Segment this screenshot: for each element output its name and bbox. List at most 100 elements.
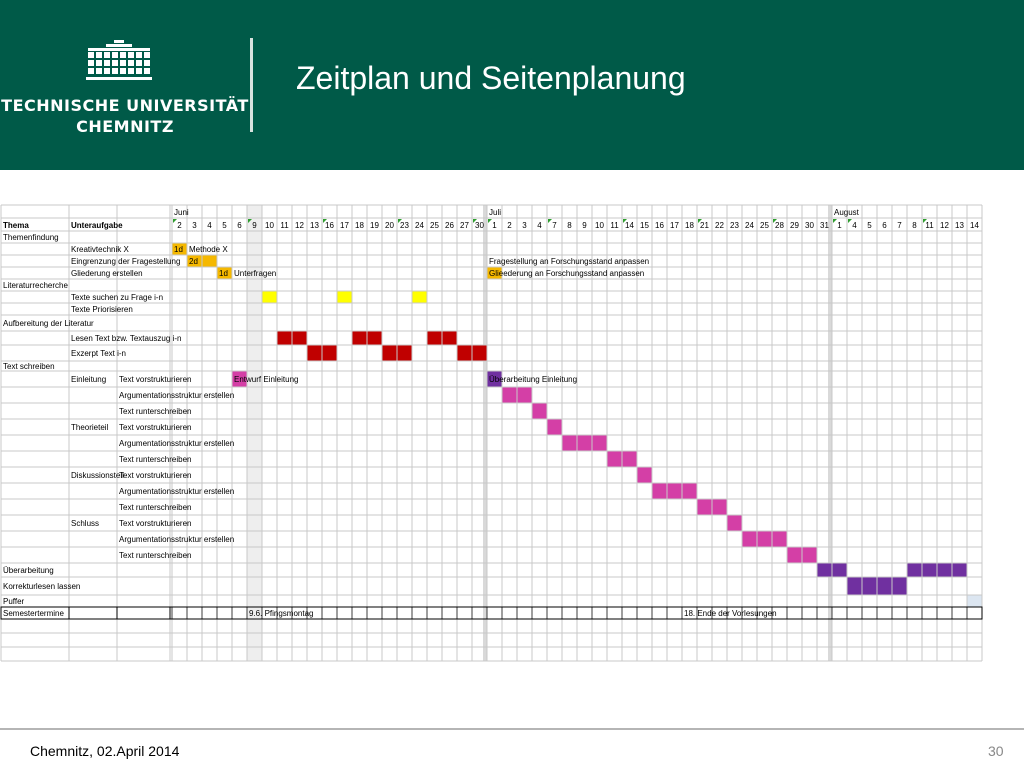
cell-comment-marker	[473, 219, 477, 223]
day-label: 10	[595, 221, 604, 230]
bar-annotation: 1d	[219, 269, 228, 278]
cell-comment-marker	[323, 219, 327, 223]
row-thema-label: Korrekturlesen lassen	[3, 582, 80, 591]
row-thema-label: Literaturrecherche	[3, 281, 68, 290]
day-label: 14	[970, 221, 979, 230]
cell-comment-marker	[548, 219, 552, 223]
day-label: 12	[940, 221, 949, 230]
day-label: 4	[537, 221, 542, 230]
semester-row-border	[0, 606, 983, 620]
day-label: 4	[852, 221, 857, 230]
university-building-icon	[86, 40, 152, 80]
day-label: 13	[310, 221, 319, 230]
day-label: 29	[790, 221, 799, 230]
day-label: 24	[745, 221, 754, 230]
row-detail-label: Argumentationsstruktur erstellen	[119, 535, 234, 544]
cell-comment-marker	[698, 219, 702, 223]
day-label: 24	[415, 221, 424, 230]
day-label: 12	[295, 221, 304, 230]
row-thema-label: Aufbereitung der Literatur	[3, 319, 94, 328]
month-label: August	[834, 208, 860, 217]
task-bar	[232, 371, 247, 387]
day-label: 20	[385, 221, 394, 230]
day-label: 30	[805, 221, 814, 230]
row-subtask-label: Theorieteil	[71, 423, 109, 432]
task-bar	[217, 267, 232, 279]
row-detail-label: Text runterschreiben	[119, 455, 191, 464]
day-label: 14	[625, 221, 634, 230]
bar-annotation: 9.6. Pfingsmontag	[249, 609, 313, 618]
row-subtask-label: Schluss	[71, 519, 99, 528]
row-detail-label: Text runterschreiben	[119, 503, 191, 512]
task-bar	[562, 435, 607, 451]
task-bar	[967, 595, 982, 607]
day-label: 25	[760, 221, 769, 230]
day-label: 11	[610, 221, 619, 230]
row-subtask-label: Eingrenzung der Fragestellung	[71, 257, 180, 266]
footer-divider	[0, 728, 1024, 730]
day-label: 9	[252, 221, 257, 230]
row-detail-label: Argumentationsstruktur erstellen	[119, 439, 234, 448]
month-label: Juni	[174, 208, 189, 217]
cell-comment-marker	[773, 219, 777, 223]
day-label: 30	[475, 221, 484, 230]
day-label: 17	[670, 221, 679, 230]
row-subtask-label: Lesen Text bzw. Textauszug i-n	[71, 334, 181, 343]
cell-comment-marker	[398, 219, 402, 223]
day-label: 26	[445, 221, 454, 230]
day-label: 16	[325, 221, 334, 230]
day-label: 2	[507, 221, 512, 230]
day-label: 16	[655, 221, 664, 230]
day-label: 6	[882, 221, 887, 230]
day-label: 11	[925, 221, 934, 230]
day-label: 22	[715, 221, 724, 230]
bar-annotation: 1d	[174, 245, 183, 254]
page-number: 30	[988, 743, 1004, 759]
day-label: 18	[355, 221, 364, 230]
day-label: 13	[955, 221, 964, 230]
row-detail-label: Argumentationsstruktur erstellen	[119, 391, 234, 400]
day-label: 6	[237, 221, 242, 230]
university-name-line2: CHEMNITZ	[76, 117, 174, 136]
day-label: 7	[552, 221, 557, 230]
day-label: 11	[280, 221, 289, 230]
row-thema-label: Überarbeitung	[3, 566, 54, 575]
task-bar	[727, 515, 742, 531]
cell-comment-marker	[833, 219, 837, 223]
task-bar	[652, 483, 697, 499]
row-detail-label: Text vorstrukturieren	[119, 375, 191, 384]
day-label: 5	[222, 221, 227, 230]
bar-annotation: 2d	[189, 257, 198, 266]
day-label: 19	[370, 221, 379, 230]
row-subtask-label: Einleitung	[71, 375, 106, 384]
day-label: 5	[867, 221, 872, 230]
footer-date: Chemnitz, 02.April 2014	[30, 743, 180, 759]
row-detail-label: Text runterschreiben	[119, 551, 191, 560]
month-separator	[483, 205, 487, 661]
month-separator	[828, 205, 832, 661]
row-detail-label: Text vorstrukturieren	[119, 423, 191, 432]
bar-annotation: Fragestellung an Forschungsstand anpasse…	[489, 257, 649, 266]
day-label: 25	[430, 221, 439, 230]
day-label: 17	[340, 221, 349, 230]
column-header-thema: Thema	[3, 221, 29, 230]
row-thema-label: Themenfindung	[3, 233, 59, 242]
day-label: 21	[700, 221, 709, 230]
header-banner: TECHNISCHE UNIVERSITÄT CHEMNITZ Zeitplan…	[0, 0, 1024, 170]
day-label: 10	[265, 221, 274, 230]
day-label: 2	[177, 221, 182, 230]
day-label: 3	[192, 221, 197, 230]
task-bar	[487, 371, 502, 387]
task-bar	[487, 267, 502, 279]
task-bar	[412, 291, 427, 303]
day-label: 7	[897, 221, 902, 230]
task-bar	[547, 419, 562, 435]
bar-annotation: Methode X	[189, 245, 228, 254]
cell-comment-marker	[173, 219, 177, 223]
day-label: 3	[522, 221, 527, 230]
task-bar	[742, 531, 787, 547]
day-label: 28	[775, 221, 784, 230]
day-label: 8	[912, 221, 917, 230]
university-name-line1: TECHNISCHE UNIVERSITÄT	[1, 96, 249, 115]
